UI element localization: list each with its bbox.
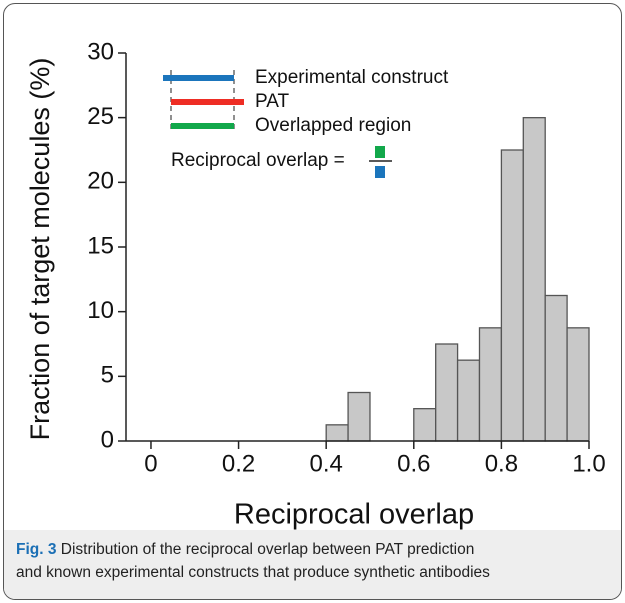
y-tick-label: 25 (87, 103, 114, 130)
x-tick-label: 0 (144, 450, 157, 477)
bar (522, 117, 546, 442)
x-tick-label: 0.4 (309, 450, 342, 477)
caption-label: Fig. 3 (16, 541, 57, 558)
figure: Fraction of target molecules (%) Recipro… (3, 3, 622, 600)
bar (413, 408, 437, 442)
bar (544, 294, 568, 442)
legend-label: Overlapped region (255, 115, 411, 136)
y-tick-label: 0 (101, 426, 114, 453)
bar (435, 343, 459, 442)
x-tick-label: 0.2 (222, 450, 255, 477)
legend-label: PAT (255, 91, 290, 112)
y-tick-label: 20 (87, 168, 114, 195)
y-tick-label: 30 (87, 38, 114, 65)
caption-text: and known experimental constructs that p… (16, 564, 490, 581)
y-tick-label: 15 (87, 232, 114, 259)
y-tick-label: 10 (87, 297, 114, 324)
bar (500, 149, 524, 442)
y-axis-title: Fraction of target molecules (%) (25, 58, 55, 441)
fraction-numerator (375, 146, 385, 158)
y-tick-label: 5 (101, 362, 114, 389)
x-tick-label: 0.8 (485, 450, 518, 477)
x-axis-title: Reciprocal overlap (234, 499, 474, 530)
bar (478, 327, 503, 442)
x-tick-label: 0.6 (397, 450, 430, 477)
fraction-denominator (375, 166, 385, 178)
bar (347, 391, 371, 442)
bar (325, 424, 349, 442)
bar (456, 359, 481, 442)
legend-label: Experimental construct (255, 67, 449, 88)
annotation: Reciprocal overlap = (171, 150, 345, 171)
caption: Fig. 3 Distribution of the reciprocal ov… (4, 530, 621, 599)
caption-text: Distribution of the reciprocal overlap b… (60, 541, 475, 558)
chart: Fraction of target molecules (%) Recipro… (25, 38, 606, 530)
x-tick-label: 1.0 (572, 450, 605, 477)
bar (566, 327, 590, 442)
